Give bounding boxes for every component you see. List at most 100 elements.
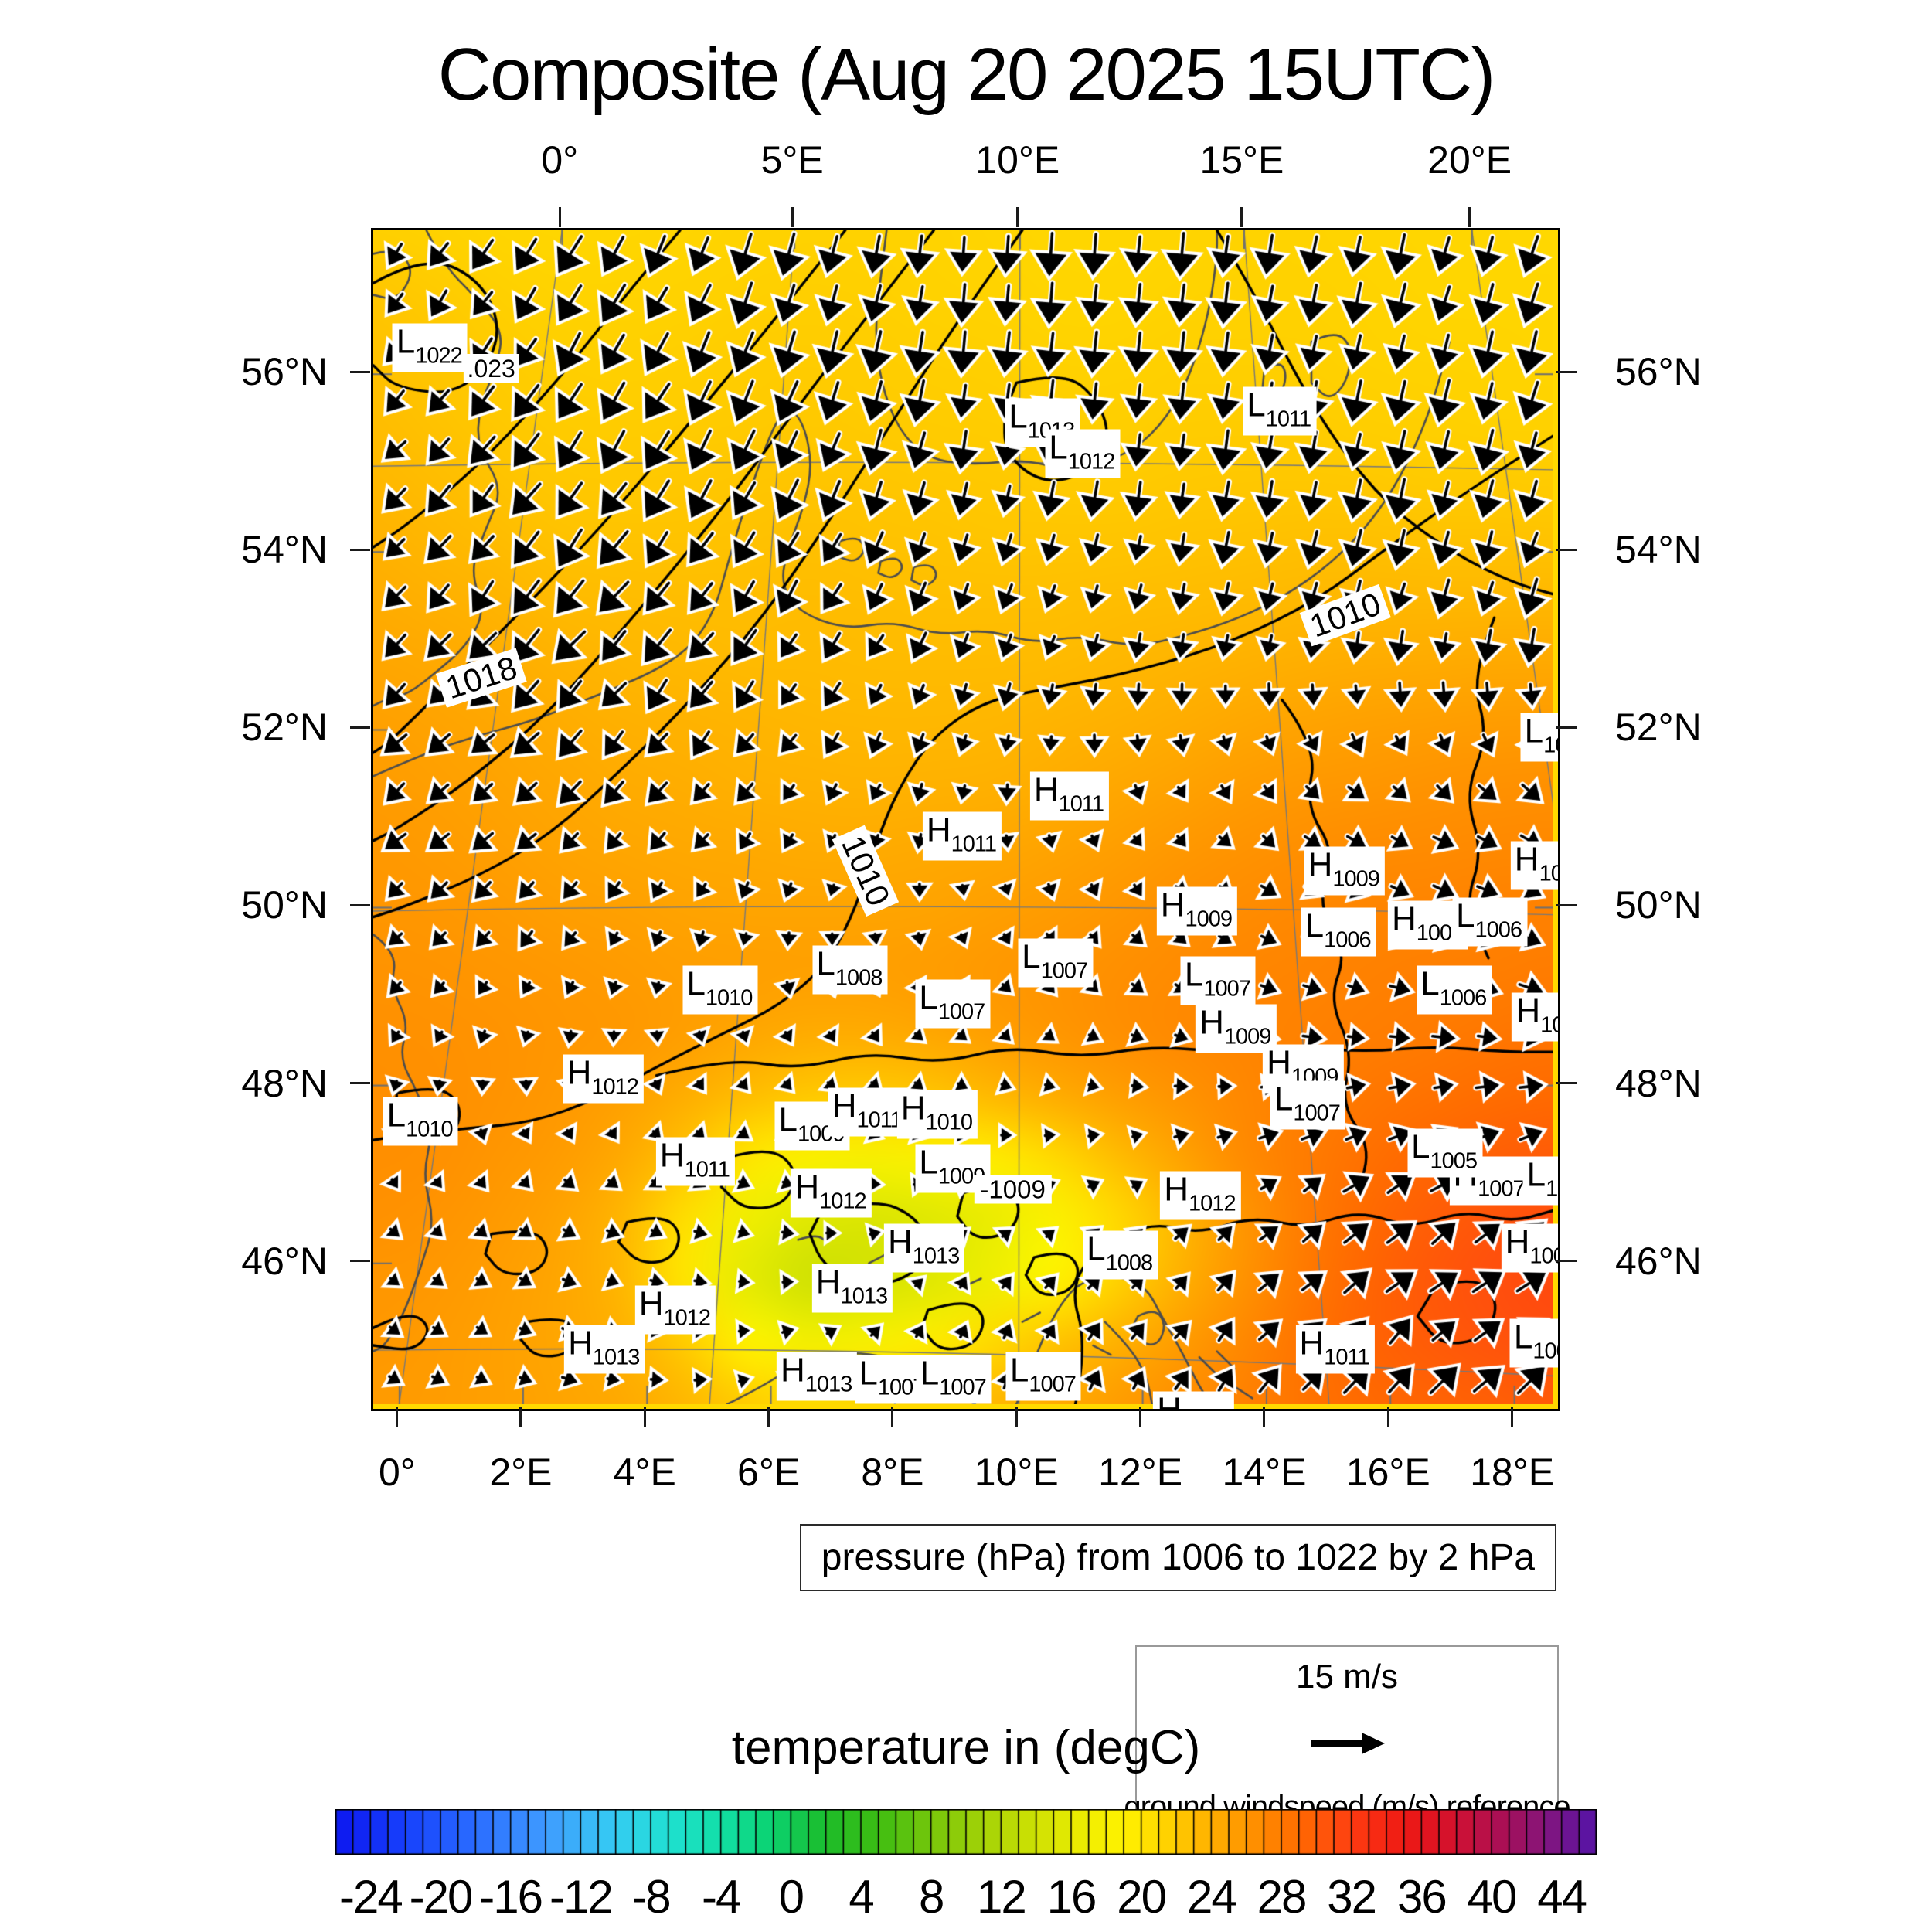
pressure-label-L1008: L1008 — [1520, 713, 1558, 762]
bottom-axis-label-12°E: 12°E — [1098, 1451, 1183, 1494]
pressure-label-H1011: H1011 — [828, 1087, 907, 1137]
pressure-label-L1012: L1012 — [1045, 429, 1121, 478]
colorbar-tick-label-40: 40 — [1467, 1871, 1518, 1923]
colorbar-tick-label--8: -8 — [631, 1871, 671, 1923]
bottom-axis-label-6°E: 6°E — [737, 1451, 801, 1494]
bottom-axis-tick-16°E — [1386, 1407, 1389, 1427]
colorbar-tick-label-12: 12 — [976, 1871, 1027, 1923]
pressure-label-H1009: H1009 — [1304, 846, 1385, 896]
pressure-label-H1011: H1011 — [655, 1137, 735, 1186]
composite-map: L1022.023L1013L1012L1011L1008H1011H1011H… — [371, 228, 1560, 1411]
bottom-axis-label-16°E: 16°E — [1345, 1451, 1430, 1494]
bottom-axis-tick-14°E — [1263, 1407, 1266, 1427]
bottom-axis-tick-8°E — [891, 1407, 894, 1427]
bottom-axis-label-14°E: 14°E — [1222, 1451, 1307, 1494]
left-axis-tick-56°N — [350, 370, 370, 373]
pressure-label-L1006: L1006 — [1452, 897, 1528, 947]
pressure-label-L1008: L1008 — [812, 945, 888, 995]
left-lat-label-56°N: 56°N — [241, 350, 328, 394]
bottom-axis-label-2°E: 2°E — [489, 1451, 553, 1494]
top-axis-tick-5°E — [791, 207, 794, 227]
bottom-axis-tick-0° — [396, 1407, 399, 1427]
contour-label--1009: -1009 — [974, 1175, 1052, 1204]
page-title: Composite (Aug 20 2025 15UTC) — [437, 33, 1496, 116]
pressure-label-H1007: H1007 — [1449, 1156, 1530, 1206]
pressure-label-H1011: H1011 — [1029, 771, 1109, 821]
bottom-axis-label-0°: 0° — [378, 1451, 416, 1494]
pressure-label-H1011: H1011 — [922, 811, 1002, 861]
bottom-axis-tick-2°E — [519, 1407, 522, 1427]
colorbar-tick-label--12: -12 — [549, 1871, 614, 1923]
pressure-label-H1006: H1006 — [1512, 992, 1558, 1042]
left-axis-tick-52°N — [350, 726, 370, 729]
top-axis-tick-15°E — [1240, 207, 1243, 227]
colorbar-tick-label-0: 0 — [778, 1871, 804, 1923]
colorbar-tick-label-16: 16 — [1046, 1871, 1097, 1923]
bottom-axis-label-4°E: 4°E — [613, 1451, 676, 1494]
pressure-label-L1022: L1022 — [392, 323, 468, 372]
left-lat-label-50°N: 50°N — [241, 883, 328, 927]
top-axis-tick-20°E — [1468, 207, 1471, 227]
pressure-label-L1007: L1007 — [1180, 956, 1256, 1005]
pressure-label-L1008: L1008 — [1083, 1230, 1158, 1280]
left-lat-label-54°N: 54°N — [241, 528, 328, 572]
colorbar-tick-label-28: 28 — [1257, 1871, 1308, 1923]
colorbar-title: temperature in (degC) — [731, 1721, 1201, 1774]
wind-reference-speed: 15 m/s — [1295, 1658, 1399, 1696]
pressure-label-L1007: L1007 — [1270, 1080, 1345, 1130]
pressure-label-H1012: H1012 — [1160, 1171, 1241, 1220]
pressure-label-L1007: L1007 — [1018, 938, 1094, 988]
pressure-label-H1012: H1012 — [563, 1054, 644, 1104]
bottom-axis-tick-12°E — [1139, 1407, 1142, 1427]
pressure-label-H1012: H1012 — [791, 1168, 872, 1218]
left-axis-tick-50°N — [350, 903, 370, 906]
pressure-label-H1012: H1012 — [634, 1285, 716, 1335]
right-lat-label-46°N: 46°N — [1615, 1239, 1702, 1283]
right-lat-label-56°N: 56°N — [1615, 350, 1702, 394]
pressure-label-L1008: L1008 — [1522, 1156, 1558, 1206]
bottom-axis-tick-10°E — [1015, 1407, 1018, 1427]
right-axis-tick-48°N — [1556, 1082, 1577, 1085]
pressure-label-L1011: L1011 — [1243, 386, 1317, 436]
right-axis-tick-52°N — [1556, 726, 1577, 729]
colorbar-tick-label-4: 4 — [849, 1871, 874, 1923]
pressure-label-H1011: H1011 — [1295, 1325, 1375, 1374]
pressure-label-L1006: L1006 — [1509, 1318, 1558, 1368]
right-lat-label-52°N: 52°N — [1615, 706, 1702, 750]
pressure-label-L1007: L1007 — [916, 1355, 992, 1404]
bottom-axis-label-8°E: 8°E — [861, 1451, 924, 1494]
top-axis-label-0°: 0° — [541, 138, 579, 182]
pressure-label-H1010: H1010 — [896, 1090, 978, 1139]
colorbar-tick-label--20: -20 — [409, 1871, 474, 1923]
right-lat-label-50°N: 50°N — [1615, 883, 1702, 927]
pressure-label-L1007: L1007 — [915, 979, 991, 1029]
left-lat-label-48°N: 48°N — [241, 1061, 328, 1105]
top-axis-label-10°E: 10°E — [975, 138, 1060, 182]
pressure-label-H1013: H1013 — [811, 1264, 893, 1313]
pressure-label-H1012: H1012 — [1153, 1391, 1234, 1409]
colorbar-tick-label--16: -16 — [479, 1871, 543, 1923]
bottom-axis-tick-18°E — [1511, 1407, 1514, 1427]
colorbar-tick-label-44: 44 — [1537, 1871, 1587, 1923]
left-lat-label-52°N: 52°N — [241, 706, 328, 750]
colorbar-tick-label--4: -4 — [701, 1871, 741, 1923]
colorbar-tick-label-8: 8 — [918, 1871, 944, 1923]
pressure-label-H1007: H1007 — [1510, 841, 1558, 890]
top-axis-tick-0° — [558, 207, 561, 227]
left-lat-label-46°N: 46°N — [241, 1239, 328, 1283]
colorbar-tick-label--24: -24 — [338, 1871, 403, 1923]
colorbar-tick-label-24: 24 — [1186, 1871, 1237, 1923]
pressure-label-L1007: L1007 — [1005, 1352, 1081, 1401]
pressure-label-L1010: L1010 — [682, 965, 758, 1015]
pressure-text-label-.023: .023 — [463, 354, 519, 384]
colorbar-tick-label-36: 36 — [1396, 1871, 1447, 1923]
right-lat-label-48°N: 48°N — [1615, 1061, 1702, 1105]
pressure-label-H1009: H1009 — [1156, 886, 1237, 936]
right-axis-tick-50°N — [1556, 903, 1577, 906]
pressure-label-L1006: L1006 — [1301, 907, 1376, 957]
right-axis-tick-46°N — [1556, 1260, 1577, 1263]
colorbar-tick-label-32: 32 — [1327, 1871, 1377, 1923]
bottom-axis-label-10°E: 10°E — [974, 1451, 1059, 1494]
top-axis-tick-10°E — [1016, 207, 1019, 227]
